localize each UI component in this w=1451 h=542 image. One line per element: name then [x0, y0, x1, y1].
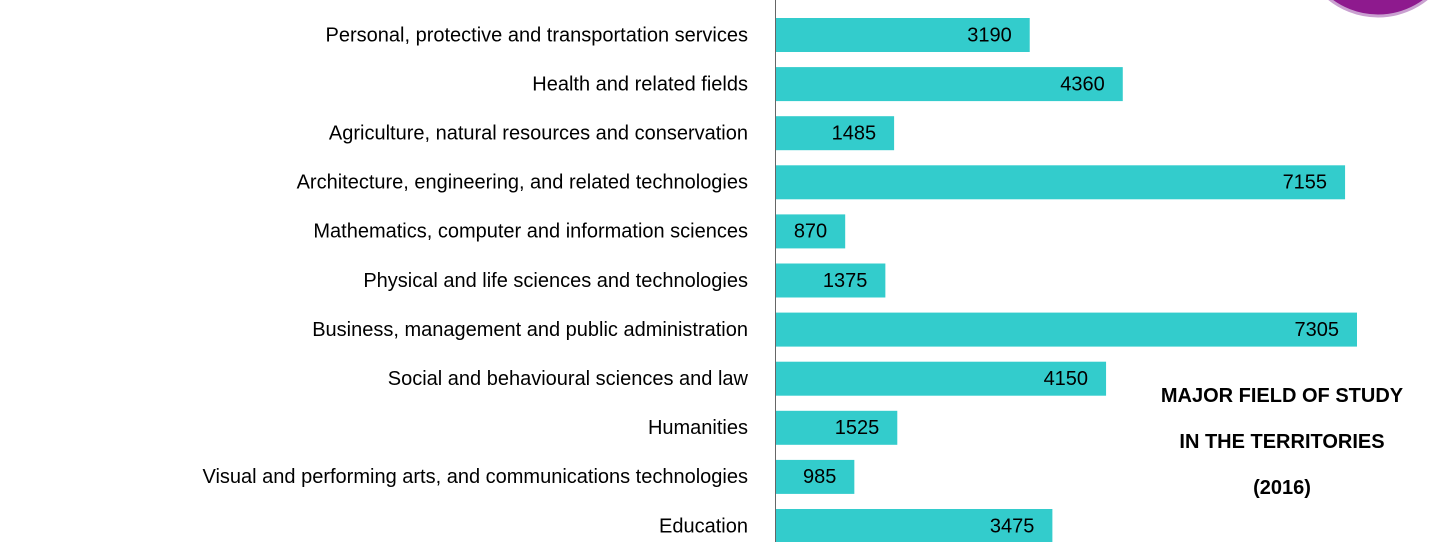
- bar: [776, 410, 898, 445]
- y-tick-label: Business, management and public administ…: [312, 319, 748, 341]
- data-label: 7155: [1283, 172, 1328, 194]
- bar: [776, 18, 1030, 52]
- bar: [776, 214, 846, 249]
- decoration-circle: [1328, 0, 1428, 18]
- chart-title: MAJOR FIELD OF STUDY IN THE TERRITORIES …: [1160, 385, 1404, 499]
- data-label: 1375: [823, 270, 868, 292]
- data-label: 7305: [1295, 319, 1340, 341]
- bar: [776, 116, 895, 151]
- bar: [776, 165, 1346, 200]
- y-tick-label: Social and behavioural sciences and law: [388, 368, 749, 390]
- data-label: 4150: [1044, 368, 1089, 390]
- bar: [776, 67, 1123, 102]
- data-label: 4360: [1060, 73, 1105, 95]
- y-tick-label: Humanities: [648, 417, 748, 439]
- bar: [776, 361, 1107, 396]
- y-tick-label: Personal, protective and transportation …: [326, 24, 748, 46]
- bar: [776, 312, 1357, 347]
- y-tick-label: Health and related fields: [532, 73, 748, 95]
- data-label: 3190: [967, 24, 1012, 46]
- data-label: 1485: [832, 122, 877, 144]
- bar: [776, 459, 855, 494]
- bar: [776, 263, 886, 298]
- data-label: 985: [803, 466, 836, 488]
- data-label: 1525: [835, 417, 880, 439]
- y-tick-label: Architecture, engineering, and related t…: [297, 172, 748, 194]
- y-tick-label: Agriculture, natural resources and conse…: [329, 122, 748, 144]
- data-label: 3475: [990, 515, 1035, 537]
- y-tick-label: Education: [659, 515, 748, 537]
- y-tick-label: Mathematics, computer and information sc…: [313, 221, 748, 243]
- data-label: 870: [794, 221, 827, 243]
- y-tick-label: Physical and life sciences and technolog…: [363, 270, 748, 292]
- y-tick-label: Visual and performing arts, and communic…: [203, 466, 749, 488]
- bar: [776, 509, 1053, 542]
